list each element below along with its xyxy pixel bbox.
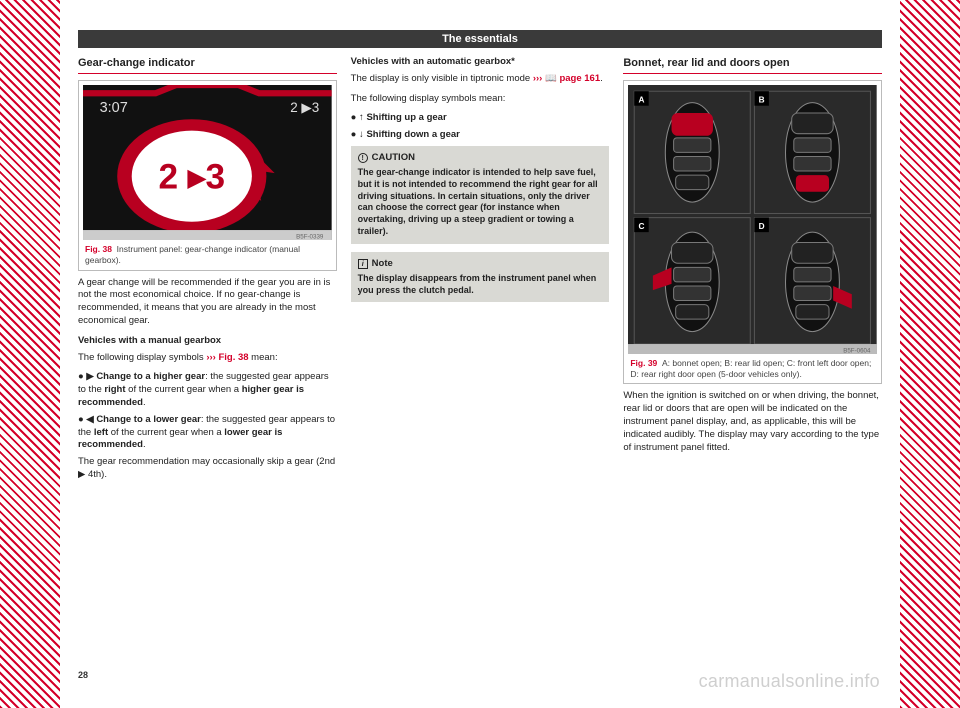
page-hatching-right bbox=[900, 0, 960, 708]
col1-subA: Vehicles with a manual gearbox bbox=[78, 335, 337, 348]
col2-b2: ● ↓ Shifting down a gear bbox=[351, 129, 610, 142]
col2-p2: The following display symbols mean: bbox=[351, 93, 610, 106]
caution-icon: ! bbox=[358, 153, 368, 163]
svg-text:D: D bbox=[759, 222, 765, 231]
caution-box: ! CAUTION The gear-change indicator is i… bbox=[351, 146, 610, 243]
col1-bullet1: ● ▶ Change to a higher gear: the suggest… bbox=[78, 371, 337, 409]
watermark: carmanualsonline.info bbox=[699, 671, 880, 692]
col2-p1: The display is only visible in tiptronic… bbox=[351, 73, 610, 86]
svg-text:A: A bbox=[639, 95, 645, 104]
column-3: Bonnet, rear lid and doors open A bbox=[623, 56, 882, 666]
fig39-panel-d: D bbox=[755, 217, 871, 343]
caution-body: The gear-change indicator is intended to… bbox=[358, 167, 598, 235]
fig38-time: 3:07 bbox=[100, 100, 128, 116]
figure-38-svg: 3:07 2 ▶3 2 ▸3 B5F-0339 bbox=[83, 85, 332, 240]
fig39-panel-b: B bbox=[755, 91, 871, 213]
page-hatching-left bbox=[0, 0, 60, 708]
columns: Gear-change indicator 3:07 2 ▶3 2 ▸3 B5F… bbox=[78, 56, 882, 666]
col1-p2: The following display symbols ››› Fig. 3… bbox=[78, 352, 337, 365]
col2-subA: Vehicles with an automatic gearbox* bbox=[351, 56, 610, 69]
fig38-imgcode: B5F-0339 bbox=[296, 233, 324, 240]
fig39-panel-c: C bbox=[635, 217, 751, 343]
col1-p3: The gear recommendation may occasionally… bbox=[78, 456, 337, 482]
note-icon: i bbox=[358, 259, 368, 269]
col1-bullet2: ● ◀ Change to a lower gear: the suggeste… bbox=[78, 414, 337, 452]
fig38-top-gear: 2 ▶3 bbox=[290, 100, 319, 115]
figure-39-svg: A B bbox=[628, 85, 877, 354]
fig39-label: Fig. 39 bbox=[630, 358, 657, 368]
col3-p1: When the ignition is switched on or when… bbox=[623, 390, 882, 454]
figure-39-box: A B bbox=[623, 80, 882, 385]
col1-p1: A gear change will be recommended if the… bbox=[78, 277, 337, 328]
fig38-caption-text: Instrument panel: gear-change indicator … bbox=[85, 244, 300, 265]
section-header: The essentials bbox=[78, 30, 882, 48]
caution-head: ! CAUTION bbox=[358, 152, 603, 164]
col2-b1: ● ↑ Shifting up a gear bbox=[351, 112, 610, 125]
section-title-bonnet: Bonnet, rear lid and doors open bbox=[623, 56, 882, 74]
fig39-panel-a: A bbox=[635, 91, 751, 213]
column-1: Gear-change indicator 3:07 2 ▶3 2 ▸3 B5F… bbox=[78, 56, 337, 666]
note-head: i Note bbox=[358, 258, 603, 270]
svg-text:B: B bbox=[759, 95, 765, 104]
section-title-gear-change: Gear-change indicator bbox=[78, 56, 337, 74]
figure-38-caption: Fig. 38 Instrument panel: gear-change in… bbox=[83, 240, 332, 265]
column-2: Vehicles with an automatic gearbox* The … bbox=[351, 56, 610, 666]
fig39-caption-text: A: bonnet open; B: rear lid open; C: fro… bbox=[630, 358, 871, 379]
note-box: i Note The display disappears from the i… bbox=[351, 252, 610, 303]
svg-text:C: C bbox=[639, 222, 645, 231]
page-content: The essentials Gear-change indicator 3:0… bbox=[60, 20, 900, 688]
figure-38-box: 3:07 2 ▶3 2 ▸3 B5F-0339 Fig. 38 Instrume… bbox=[78, 80, 337, 271]
note-body: The display disappears from the instrume… bbox=[358, 273, 597, 295]
fig38-big-text: 2 ▸3 bbox=[158, 157, 225, 196]
fig38-label: Fig. 38 bbox=[85, 244, 112, 254]
fig39-imgcode: B5F-0604 bbox=[844, 347, 872, 354]
figure-39-caption: Fig. 39 A: bonnet open; B: rear lid open… bbox=[628, 354, 877, 379]
